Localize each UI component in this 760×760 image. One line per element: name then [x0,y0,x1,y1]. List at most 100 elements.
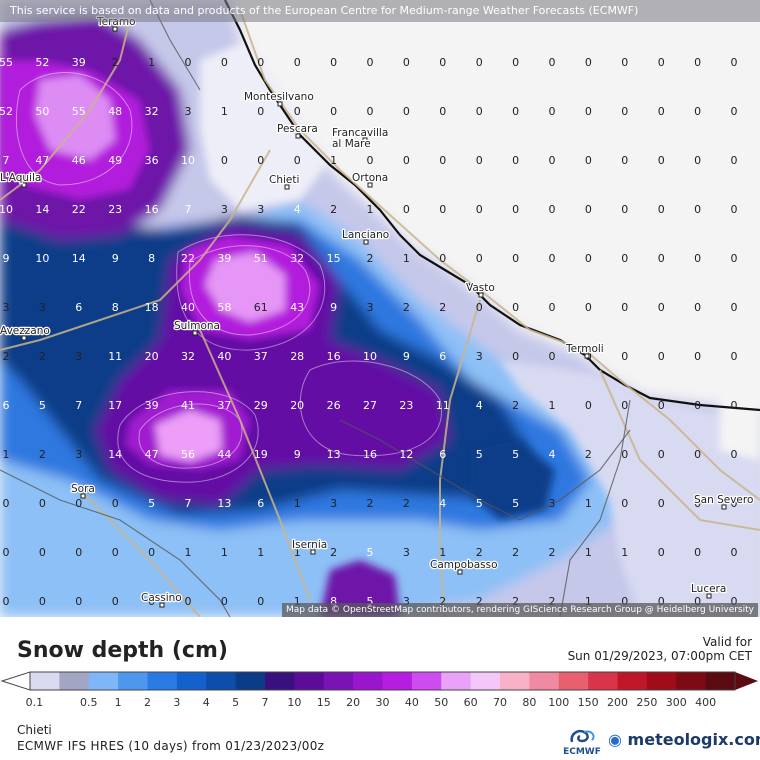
grid-value: 0 [658,252,665,265]
grid-value: 32 [145,105,159,118]
city-label: Cassino [141,592,182,604]
grid-value: 37 [217,399,231,412]
grid-value: 0 [658,448,665,461]
map-attribution[interactable]: Map data © OpenStreetMap contributors, r… [282,603,758,617]
grid-value: 10 [363,350,377,363]
grid-value: 0 [585,154,592,167]
grid-value: 32 [290,252,304,265]
contour-6 [299,360,442,457]
pink-core-north [35,75,115,160]
grid-value: 3 [549,497,556,510]
grid-value: 13 [327,448,341,461]
meteologix-logo[interactable]: ◉ meteologix.com [608,730,760,749]
meteologix-logo-text: meteologix.com [627,730,760,749]
grid-value: 0 [330,56,337,69]
contour-1 [188,245,311,336]
grid-value: 6 [257,497,264,510]
city-marker [284,184,290,190]
city-marker [21,182,27,188]
grid-value: 0 [476,105,483,118]
border-puglia [559,399,631,617]
city-label: Avezzano [0,325,50,337]
grid-value: 0 [257,56,264,69]
ecmwf-logo[interactable]: ECMWF [560,726,604,758]
grid-value: 1 [185,546,192,559]
grid-value: 0 [731,252,738,265]
grid-value: 7 [185,497,192,510]
snow-depth-value-grid: 55 52 39 2 1 0 0 0 0 0 0 0 0 0 0 0 0 0 0 0 052 50 55 48 32 3 1 0 0 0 0… [0,56,738,608]
grid-value: 3 [367,301,374,314]
grid-value: 39 [72,56,86,69]
colorbar-swatch [59,672,90,690]
grid-value: 0 [694,301,701,314]
city-marker [295,133,301,139]
grid-value: 0 [621,399,628,412]
grid-value: 0 [621,497,628,510]
grid-value: 26 [327,399,341,412]
grid-value: 4 [439,497,446,510]
grid-value: 2 [112,56,119,69]
grid-value: 4 [294,203,301,216]
grid-value: 16 [363,448,377,461]
legend-panel: Snow depth (cm) Valid for Sun 01/29/2023… [0,617,760,760]
grid-value: 3 [3,301,10,314]
grid-value: 0 [731,595,738,608]
road-inland [199,329,311,601]
grid-value: 0 [403,105,410,118]
colorbar-swatch [646,672,677,690]
grid-value: 0 [221,56,228,69]
colorbar-tick-label: 100 [548,696,570,709]
grid-value: 14 [108,448,122,461]
grid-value: 3 [221,203,228,216]
grid-value: 0 [294,154,301,167]
grid-value: 9 [330,301,337,314]
grid-value: 1 [257,546,264,559]
grid-value: 0 [658,399,665,412]
road-a24 [0,19,131,201]
grid-value: 6 [439,448,446,461]
grid-value: 40 [217,350,231,363]
grid-value: 0 [658,301,665,314]
grid-value: 5 [148,497,155,510]
contour-4 [117,391,259,483]
grid-value: 1 [330,154,337,167]
grid-value: 2 [512,546,519,559]
disclaimer-text: This service is based on data and produc… [10,4,639,17]
grid-value: 0 [476,154,483,167]
grid-value: 2 [512,595,519,608]
grid-value: 0 [367,56,374,69]
grid-value: 0 [694,203,701,216]
colorbar-swatch [500,672,530,690]
pale-coast-patch [500,360,760,617]
grid-value: 2 [39,448,46,461]
grid-value: 22 [181,252,195,265]
road-south [79,489,201,617]
grid-value: 0 [731,497,738,510]
colorbar-swatch [470,672,501,690]
grid-value: 0 [585,252,592,265]
city-label: Montesilvano [244,91,314,103]
grid-value: 0 [403,56,410,69]
grid-value: 0 [221,595,228,608]
grid-value: 0 [585,203,592,216]
grid-value: 46 [72,154,86,167]
snow-depth-map[interactable]: 55 52 39 2 1 0 0 0 0 0 0 0 0 0 0 0 0 0 0 0 0 52 50 55 48 32 3 1 0 0 0 0… [0,0,760,617]
city-label: Lucera [691,583,726,595]
grid-value: 0 [694,595,701,608]
contour-5 [15,72,133,186]
grid-value: 51 [254,252,268,265]
grid-value: 0 [621,595,628,608]
grid-value: 50 [35,105,49,118]
grid-value: 0 [112,595,119,608]
grid-value: 2 [39,350,46,363]
grid-value: 0 [512,203,519,216]
colorbar-swatch [529,672,560,690]
colorbar-tick-label: 150 [577,696,599,709]
grid-value: 7 [185,203,192,216]
grid-value: 7 [3,154,10,167]
grid-value: 8 [330,595,337,608]
grid-value: 1 [148,56,155,69]
city-marker [192,330,198,336]
grid-value: 0 [512,105,519,118]
grid-value: 1 [585,546,592,559]
